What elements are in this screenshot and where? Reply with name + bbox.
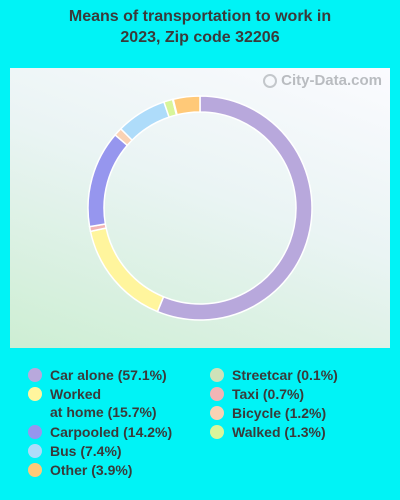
- legend-label: Streetcar (0.1%): [232, 367, 338, 383]
- legend-swatch: [28, 368, 42, 382]
- legend-item-streetcar: Streetcar (0.1%): [210, 366, 338, 384]
- legend-item-other: Other (3.9%): [28, 461, 132, 479]
- legend-item-worked-at-home: Worked at home (15.7%): [28, 385, 157, 421]
- legend-label: Worked at home (15.7%): [50, 386, 157, 420]
- legend-item-taxi: Taxi (0.7%): [210, 385, 304, 403]
- legend-label: Bicycle (1.2%): [232, 405, 327, 421]
- watermark: City-Data.com: [263, 72, 382, 89]
- donut-slice-carpooled: [87, 133, 129, 228]
- legend-label: Other (3.9%): [50, 462, 133, 478]
- legend-item-bicycle: Bicycle (1.2%): [210, 404, 326, 422]
- legend-swatch: [210, 425, 224, 439]
- legend-swatch: [210, 387, 224, 401]
- legend-item-carpooled: Carpooled (14.2%): [28, 423, 172, 441]
- legend-label: Car alone (57.1%): [50, 367, 167, 383]
- legend-swatch: [210, 368, 224, 382]
- legend-label: Walked (1.3%): [232, 424, 326, 440]
- legend-label: Bus (7.4%): [50, 443, 122, 459]
- legend-item-car-alone: Car alone (57.1%): [28, 366, 167, 384]
- donut-slice-other: [172, 95, 201, 116]
- legend-swatch: [28, 463, 42, 477]
- donut-slice-car-alone: [156, 95, 313, 321]
- chart-panel: [10, 68, 390, 348]
- watermark-text: City-Data.com: [281, 72, 382, 89]
- chart-title: Means of transportation to work in 2023,…: [68, 8, 332, 46]
- donut-slice-bus: [119, 101, 171, 142]
- globe-icon: [263, 73, 278, 88]
- legend-swatch: [28, 425, 42, 439]
- legend-swatch: [28, 444, 42, 458]
- legend-swatch: [28, 387, 42, 401]
- legend-item-walked: Walked (1.3%): [210, 423, 326, 441]
- donut-slice-worked-at-home: [89, 227, 165, 313]
- legend-label: Taxi (0.7%): [232, 386, 305, 402]
- legend-item-bus: Bus (7.4%): [28, 442, 122, 460]
- legend-label: Carpooled (14.2%): [50, 424, 173, 440]
- legend-swatch: [210, 406, 224, 420]
